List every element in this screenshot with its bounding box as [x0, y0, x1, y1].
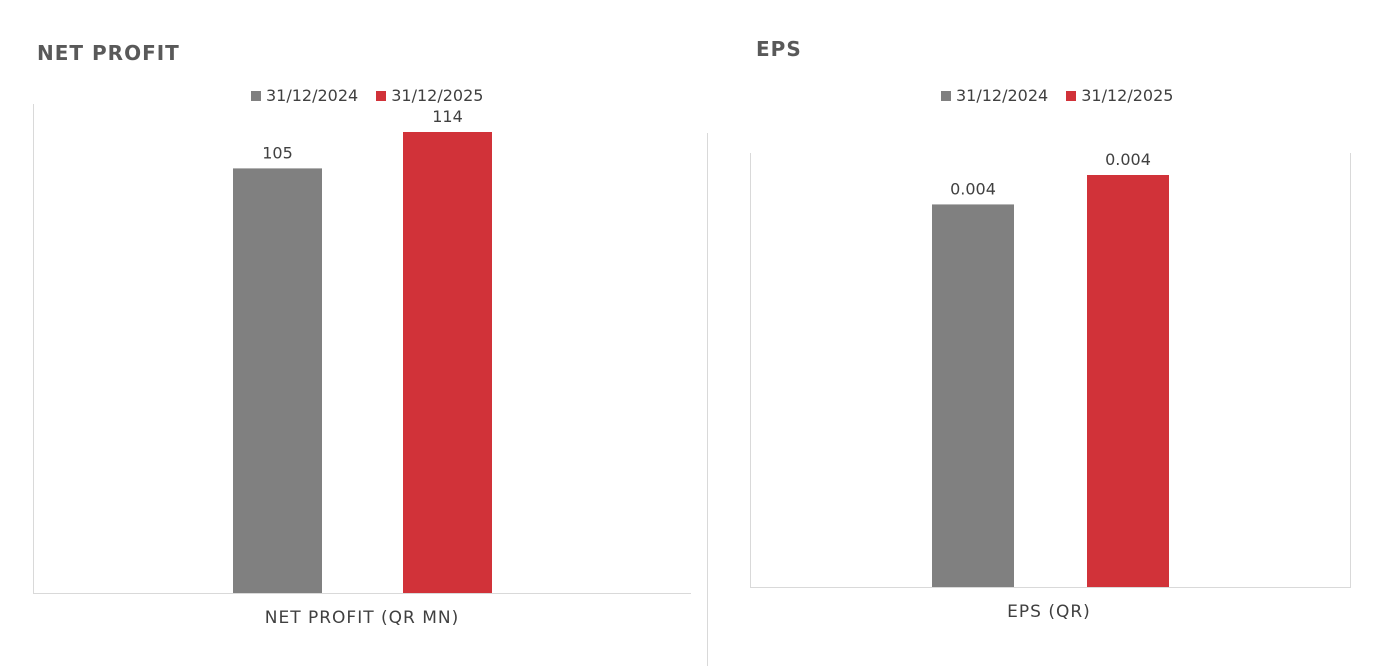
legend-label: 31/12/2024 — [266, 86, 359, 105]
legend-label: 31/12/2024 — [956, 86, 1049, 105]
category-label: NET PROFIT (QR MN) — [265, 608, 460, 628]
category-label: EPS (QR) — [1007, 602, 1091, 622]
legend-item-2025: 31/12/2025 — [1066, 86, 1173, 105]
chart-title: NET PROFIT — [37, 41, 180, 65]
legend: 31/12/2024 31/12/2025 — [251, 86, 483, 105]
bar-2024 — [233, 168, 322, 594]
chart-title: EPS — [756, 37, 802, 61]
bar-2024 — [932, 204, 1014, 587]
legend-label: 31/12/2025 — [391, 86, 484, 105]
eps-chart: EPS 31/12/2024 31/12/2025 0.004 0.004 EP… — [708, 0, 1373, 666]
bar-2025 — [403, 132, 492, 593]
legend-swatch-2025 — [1066, 90, 1077, 101]
plot-area: 105 114 NET PROFIT (QR MN) — [33, 104, 691, 628]
data-label-2024: 105 — [262, 143, 293, 162]
legend-swatch-2025 — [376, 90, 387, 101]
panel-divider — [707, 133, 708, 666]
legend-swatch-2024 — [251, 90, 261, 101]
legend-item-2024: 31/12/2024 — [941, 86, 1048, 105]
legend-item-2024: 31/12/2024 — [251, 86, 358, 105]
legend: 31/12/2024 31/12/2025 — [941, 86, 1173, 105]
legend-swatch-2024 — [941, 90, 951, 101]
legend-item-2025: 31/12/2025 — [376, 86, 483, 105]
plot-area: 0.004 0.004 EPS (QR) — [750, 150, 1351, 622]
data-label-2025: 0.004 — [1105, 150, 1151, 169]
data-label-2024: 0.004 — [950, 179, 996, 198]
legend-label: 31/12/2025 — [1081, 86, 1174, 105]
net-profit-chart: NET PROFIT 31/12/2024 31/12/2025 105 114… — [33, 41, 691, 628]
data-label-2025: 114 — [432, 107, 463, 126]
bar-2025 — [1087, 175, 1169, 587]
